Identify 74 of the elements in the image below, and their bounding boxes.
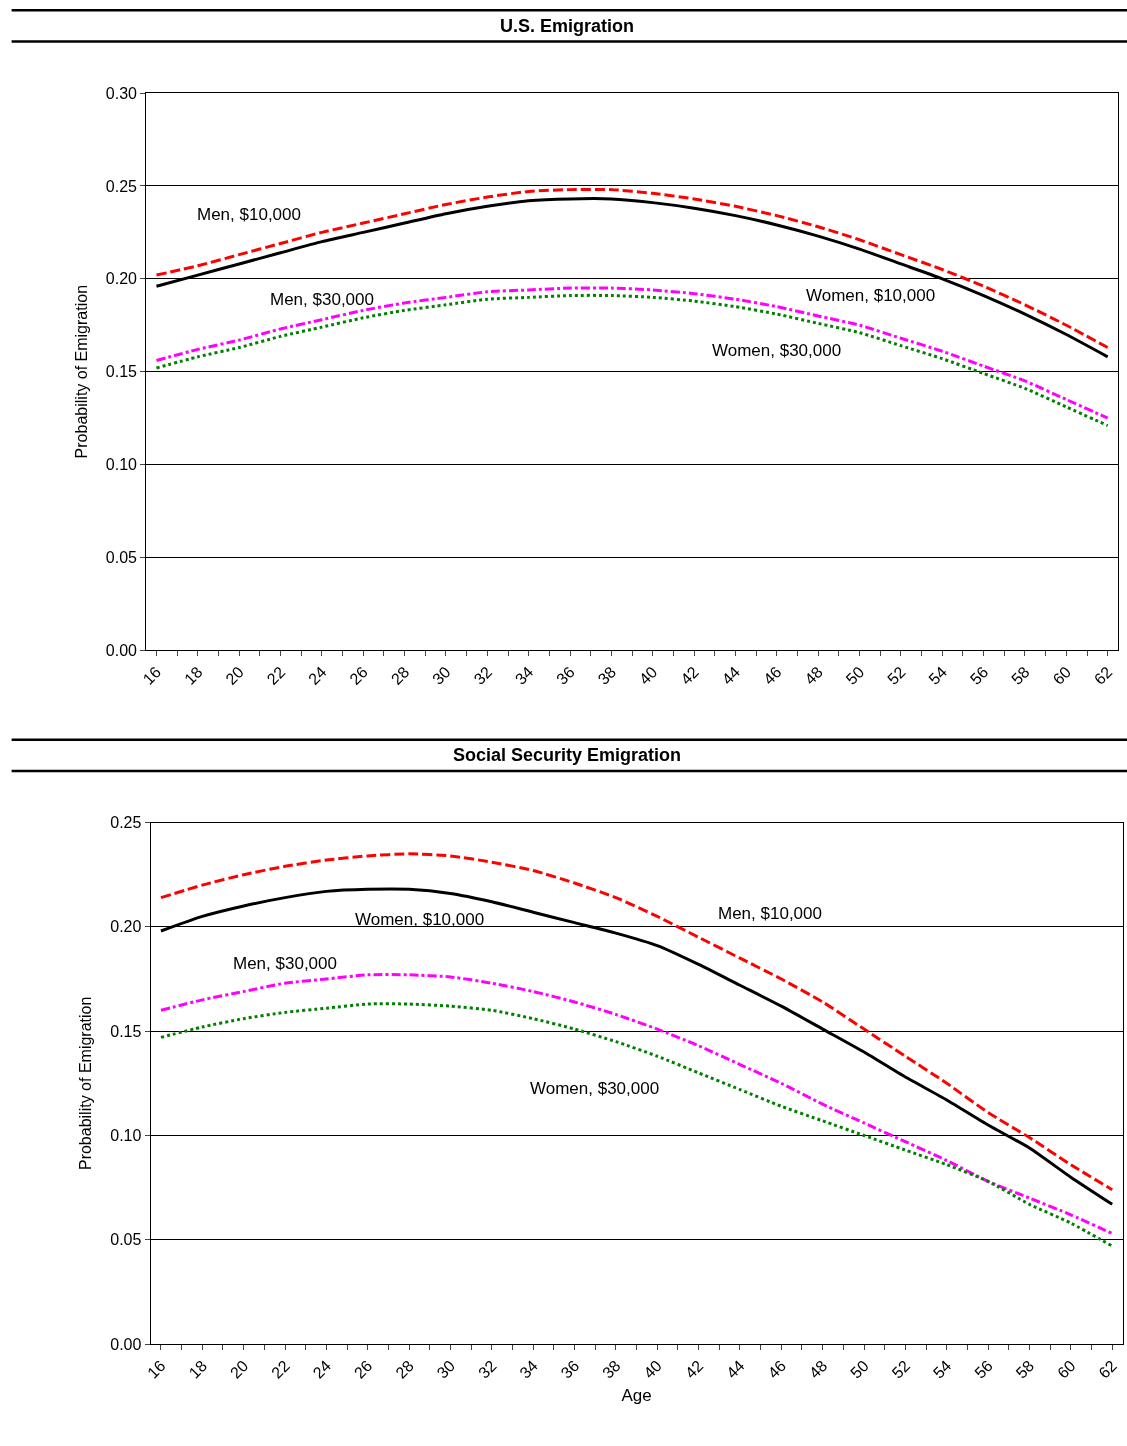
x-tick-label: 36 — [557, 1357, 583, 1382]
x-tick-label: 50 — [842, 663, 868, 688]
y-tick-label: 0.10 — [110, 1127, 142, 1145]
x-tick-label: 48 — [805, 1357, 831, 1382]
y-tick-label: 0.05 — [105, 549, 138, 567]
x-tick-label: 56 — [966, 663, 992, 688]
x-tick-label: 24 — [305, 663, 330, 688]
x-tick-label: 58 — [1012, 1357, 1038, 1382]
y-tick-label: 0.15 — [105, 363, 138, 381]
series-label: Women, $30,000 — [712, 341, 842, 360]
x-tick-label: 30 — [429, 663, 454, 688]
x-tick-label: 48 — [801, 663, 827, 688]
y-tick-label: 0.05 — [110, 1231, 142, 1249]
x-tick-label: 22 — [263, 663, 289, 688]
x-tick-label: 38 — [599, 1357, 624, 1382]
x-tick-label: 52 — [888, 1357, 914, 1382]
x-tick-label: 62 — [1095, 1357, 1121, 1382]
y-tick-label: 0.00 — [105, 641, 138, 659]
x-tick-label: 40 — [640, 1357, 666, 1382]
x-tick-label: 50 — [847, 1357, 872, 1382]
x-tick-label: 30 — [433, 1357, 459, 1382]
y-tick-label: 0.10 — [105, 456, 138, 474]
x-tick-label: 18 — [181, 663, 206, 688]
series-label: Men, $30,000 — [233, 954, 337, 973]
x-tick-label: 28 — [387, 663, 413, 688]
x-tick-label: 20 — [226, 1357, 252, 1382]
x-tick-label: 38 — [594, 663, 620, 688]
y-tick-label: 0.25 — [105, 177, 138, 195]
x-tick-label: 42 — [677, 663, 702, 688]
x-tick-label: 60 — [1053, 1357, 1079, 1382]
x-tick-label: 36 — [553, 663, 578, 688]
y-tick-label: 0.00 — [110, 1335, 142, 1353]
x-tick-label: 56 — [971, 1357, 996, 1382]
y-tick-label: 0.25 — [110, 814, 142, 832]
x-tick-label: 60 — [1049, 663, 1075, 688]
x-tick-label: 54 — [929, 1357, 955, 1382]
x-tick-label: 24 — [309, 1357, 335, 1382]
x-tick-label: 54 — [925, 663, 951, 688]
x-tick-label: 26 — [346, 663, 372, 688]
x-tick-label: 34 — [516, 1357, 542, 1382]
x-tick-label: 34 — [511, 663, 537, 688]
x-tick-label: 28 — [392, 1357, 417, 1382]
chart-title: U.S. Emigration — [500, 16, 635, 36]
x-tick-label: 44 — [718, 663, 744, 688]
y-tick-label: 0.30 — [105, 84, 138, 102]
x-tick-label: 46 — [764, 1357, 790, 1382]
x-tick-label: 20 — [222, 663, 248, 688]
series-label: Women, $10,000 — [355, 910, 485, 929]
series-label: Women, $10,000 — [806, 286, 936, 305]
x-tick-label: 18 — [185, 1357, 211, 1382]
series-label: Men, $30,000 — [270, 290, 374, 309]
x-tick-label: 26 — [350, 1357, 376, 1382]
x-tick-label: 52 — [884, 663, 909, 688]
x-tick-label: 62 — [1090, 663, 1116, 688]
y-tick-label: 0.20 — [105, 270, 138, 288]
series-label: Men, $10,000 — [197, 205, 301, 224]
x-tick-label: 58 — [1008, 663, 1033, 688]
y-tick-label: 0.15 — [110, 1022, 142, 1040]
x-tick-label: 22 — [268, 1357, 293, 1382]
x-tick-label: 40 — [635, 663, 661, 688]
x-tick-label: 32 — [474, 1357, 500, 1382]
x-tick-label: 16 — [139, 663, 165, 688]
x-tick-label: 46 — [760, 663, 785, 688]
x-tick-label: 32 — [470, 663, 496, 688]
chart-title: Social Security Emigration — [453, 745, 682, 765]
y-axis-title: Probability of Emigration — [72, 284, 90, 459]
x-tick-label: 42 — [681, 1357, 707, 1382]
y-tick-label: 0.20 — [110, 918, 142, 936]
series-label: Men, $10,000 — [718, 904, 822, 923]
y-axis-title: Probability of Emigration — [77, 996, 95, 1171]
x-tick-label: 44 — [723, 1357, 748, 1382]
x-tick-label: 16 — [144, 1357, 169, 1382]
series-label: Women, $30,000 — [530, 1079, 660, 1098]
x-axis-title: Age — [621, 1386, 652, 1406]
